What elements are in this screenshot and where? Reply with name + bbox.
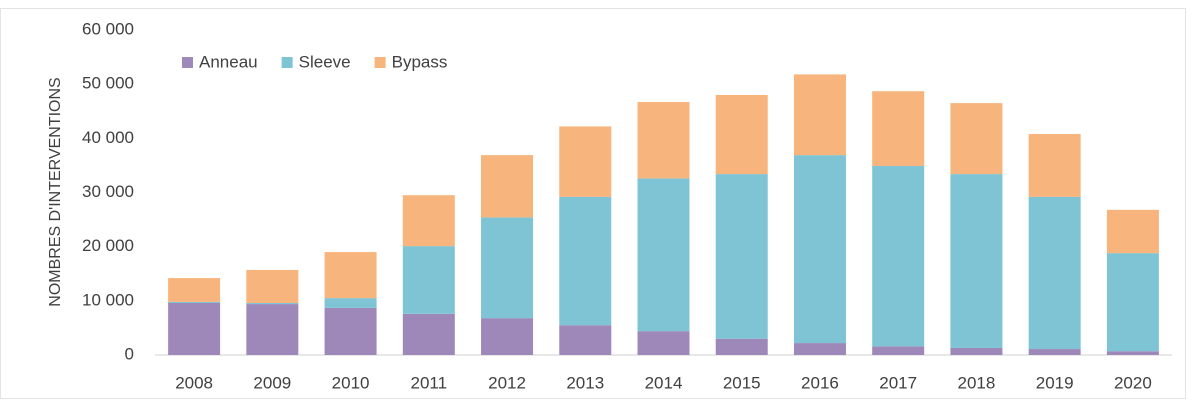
bar-segment (872, 165, 925, 347)
x-tick-label: 2016 (801, 373, 839, 392)
x-tick-label: 2019 (1036, 373, 1074, 392)
bar-segment (1106, 209, 1159, 254)
bar-segment (402, 246, 455, 314)
y-tick-label: 50 000 (82, 74, 134, 93)
bar-segment (793, 74, 846, 156)
x-tick-label: 2015 (723, 373, 761, 392)
bar-segment (481, 318, 534, 355)
bar-segment (950, 347, 1003, 355)
bar-segment (481, 217, 534, 319)
bar-segment (168, 278, 221, 302)
bar-segment (637, 102, 690, 179)
x-tick-label: 2011 (411, 373, 448, 392)
bar-segment (715, 95, 768, 175)
y-tick-label: 30 000 (82, 182, 134, 201)
y-axis-label: NOMBRES D'INTERVENTIONS (47, 77, 64, 306)
frame (0, 8, 1186, 399)
x-tick-label: 2018 (958, 373, 996, 392)
bar-segment (1028, 134, 1081, 197)
y-tick-label: 10 000 (82, 290, 134, 309)
y-tick-label: 40 000 (82, 128, 134, 147)
bar-segment (715, 338, 768, 355)
bar-segment (246, 304, 299, 355)
bar-segment (246, 269, 299, 303)
bar-segment (402, 195, 455, 247)
y-tick-label: 60 000 (82, 19, 134, 38)
bar-segment (1106, 351, 1159, 355)
bar-segment (637, 178, 690, 332)
x-tick-label: 2008 (175, 373, 213, 392)
x-tick-label: 2012 (488, 373, 526, 392)
bar-segment (246, 303, 299, 305)
x-tick-label: 2010 (332, 373, 370, 392)
bar-segment (559, 196, 612, 326)
bar-segment (402, 313, 455, 355)
legend-label: Sleeve (299, 52, 351, 71)
x-tick-label: 2014 (645, 373, 683, 392)
legend-swatch (182, 57, 193, 68)
x-tick-label: 2017 (879, 373, 917, 392)
bar-segment (950, 174, 1003, 348)
bar-segment (715, 174, 768, 339)
bar-segment (1106, 253, 1159, 352)
y-tick-label: 0 (125, 344, 134, 363)
bar-segment (872, 91, 925, 166)
x-tick-label: 2013 (566, 373, 604, 392)
bar-segment (793, 343, 846, 355)
bar-segment (950, 103, 1003, 175)
bar-segment (1028, 196, 1081, 350)
bar-segment (637, 331, 690, 355)
x-tick-label: 2009 (253, 373, 291, 392)
bar-segment (324, 307, 377, 355)
bar-segment (872, 346, 925, 355)
y-tick-label: 20 000 (82, 236, 134, 255)
bar-segment (559, 325, 612, 355)
bar-segment (168, 301, 221, 303)
bar-segment (168, 303, 221, 355)
bar-segment (793, 155, 846, 344)
legend-swatch (374, 57, 386, 68)
x-tick-label: 2020 (1114, 373, 1152, 392)
bar-segment (324, 252, 377, 299)
bar-segment (481, 155, 534, 218)
bar-segment (324, 298, 377, 308)
bar-segment (559, 126, 612, 197)
legend-swatch (281, 57, 293, 68)
bar-segment (1028, 349, 1081, 355)
legend-label: Bypass (392, 52, 448, 71)
legend-label: Anneau (199, 52, 258, 71)
